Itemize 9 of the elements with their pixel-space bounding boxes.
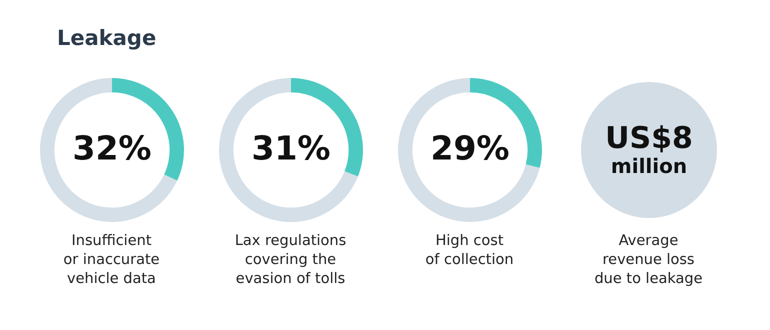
text: Average revenue loss due to leakage xyxy=(593,232,704,289)
data-label: 32% xyxy=(72,128,152,168)
text: High cost of collection xyxy=(424,232,515,270)
data-label: 31% xyxy=(252,128,330,168)
data-label: 29% xyxy=(430,128,510,168)
text: Lax regulations covering the evasion of tolls xyxy=(234,232,348,289)
circle-badge: US$8 million xyxy=(581,82,717,218)
chart-title: Leakage xyxy=(57,26,156,50)
text: Insufficient or inaccurate vehicle data xyxy=(62,232,161,289)
